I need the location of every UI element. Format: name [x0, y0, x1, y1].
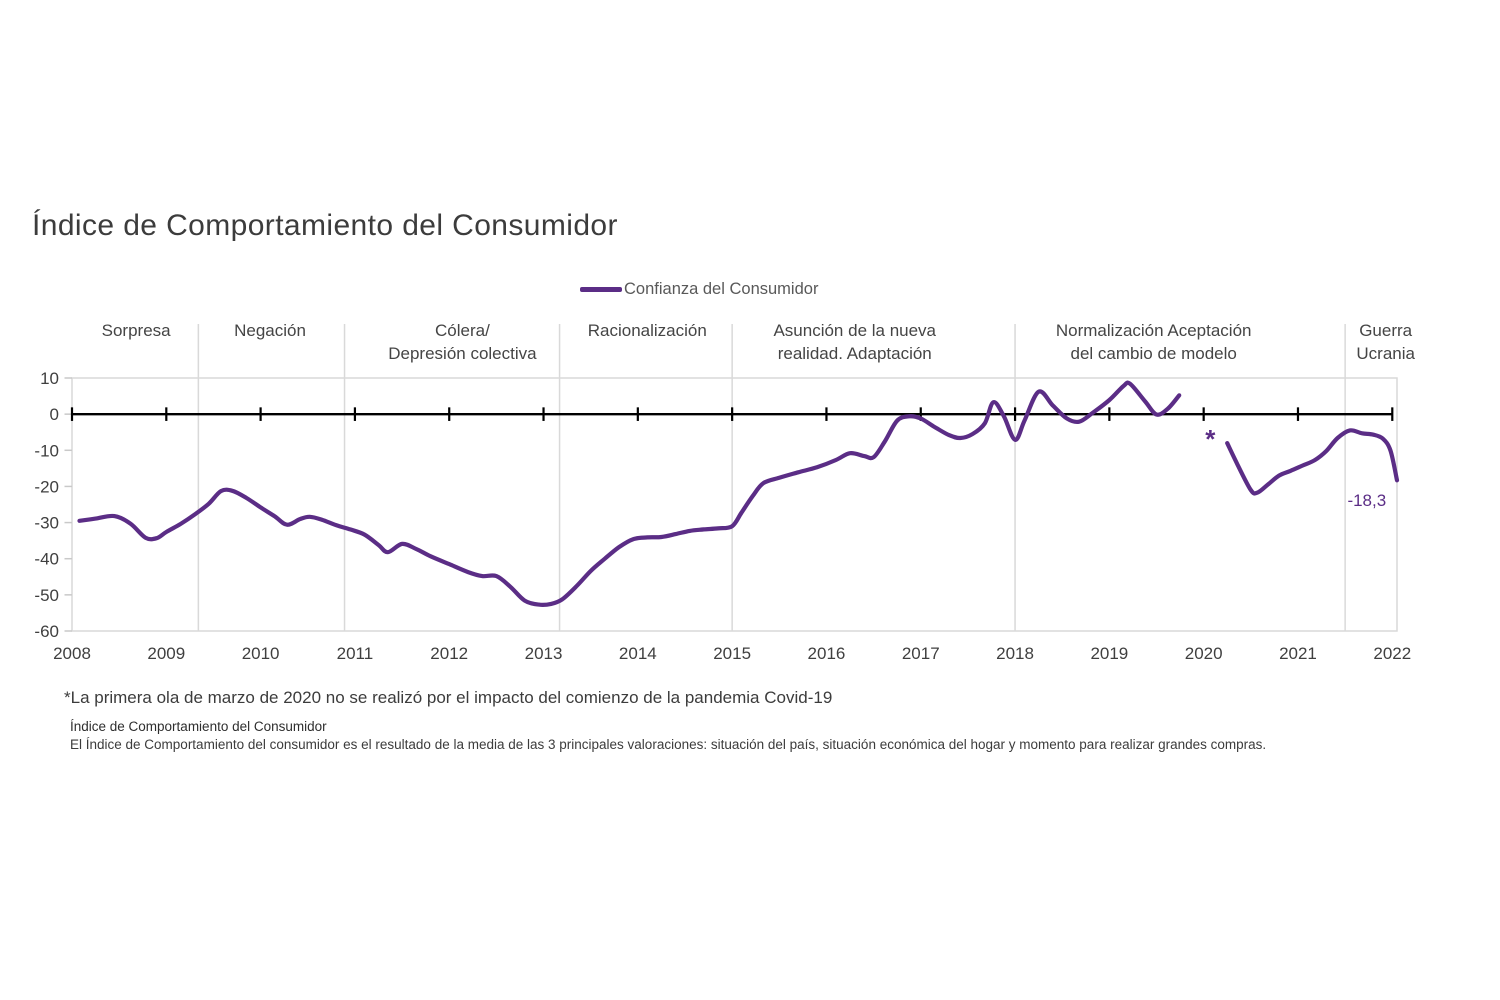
- missing-wave-asterisk: *: [1205, 424, 1216, 454]
- x-axis-label: 2012: [430, 644, 468, 663]
- y-axis-label: -40: [34, 550, 59, 569]
- y-axis-label: 0: [50, 405, 59, 424]
- covid-footnote: *La primera ola de marzo de 2020 no se r…: [64, 688, 833, 707]
- x-axis-label: 2010: [242, 644, 280, 663]
- y-axis-label: -10: [34, 441, 59, 460]
- page-title: Índice de Comportamiento del Consumidor: [32, 209, 618, 242]
- phase-label-line: Ucrania: [1356, 343, 1415, 363]
- x-axis-label: 2018: [996, 644, 1034, 663]
- x-axis-label: 2020: [1185, 644, 1223, 663]
- x-axis-label: 2008: [53, 644, 91, 663]
- last-value-label: -18,3: [1347, 491, 1386, 510]
- phase-label-line: Normalización Aceptación: [1055, 321, 1252, 340]
- x-axis-label: 2017: [902, 644, 940, 663]
- definition-footnote-body: El Índice de Comportamiento del consumid…: [70, 737, 1267, 752]
- x-axis-label: 2019: [1090, 644, 1128, 663]
- x-axis-label: 2016: [808, 644, 846, 663]
- phase-label-line: Negación: [234, 321, 306, 340]
- phase-label-line: Sorpresa: [101, 321, 171, 340]
- phase-label-line: Asunción de la nueva: [773, 321, 937, 340]
- phase-label-line: realidad. Adaptación: [777, 343, 932, 363]
- plot-border: [71, 377, 1398, 632]
- phase-label-1: Negación: [234, 320, 306, 343]
- definition-footnote-title: Índice de Comportamiento del Consumidor: [70, 719, 327, 734]
- phase-label-line: Depresión colectiva: [388, 343, 537, 363]
- y-axis-label: 10: [40, 369, 59, 388]
- x-axis-label: 2022: [1373, 644, 1411, 663]
- y-axis-label: -50: [34, 586, 59, 605]
- phase-label-line: Guerra: [1359, 321, 1413, 340]
- phase-label-3: Racionalización: [588, 320, 707, 343]
- confidence-line-segment: [1225, 428, 1400, 496]
- y-axis-label: -30: [34, 514, 59, 533]
- x-axis-label: 2011: [337, 644, 374, 663]
- x-axis-label: 2021: [1279, 644, 1317, 663]
- phase-label-5: Normalización Aceptación del cambio de mo…: [1056, 320, 1252, 365]
- y-axis-label: -60: [34, 622, 59, 641]
- phase-label-6: Guerra Ucrania: [1356, 320, 1415, 365]
- phase-label-line: Cólera/: [435, 321, 490, 340]
- x-axis-label: 2009: [147, 644, 185, 663]
- x-axis-label: 2014: [619, 644, 657, 663]
- confidence-line-segment: [77, 380, 1182, 607]
- phase-label-0: Sorpresa: [102, 320, 171, 343]
- legend-label: Confianza del Consumidor: [624, 280, 819, 298]
- x-axis-label: 2015: [713, 644, 751, 663]
- phase-label-line: del cambio de modelo: [1070, 343, 1237, 363]
- x-axis-label: 2013: [525, 644, 563, 663]
- y-axis-label: -20: [34, 477, 59, 496]
- legend-line-swatch: [580, 287, 622, 292]
- phase-label-2: Cólera/Depresión colectiva: [388, 320, 536, 365]
- phase-label-line: Racionalización: [587, 321, 707, 340]
- legend: Confianza del Consumidor: [580, 280, 818, 299]
- phase-label-4: Asunción de la nueva realidad. Adaptación: [773, 320, 936, 365]
